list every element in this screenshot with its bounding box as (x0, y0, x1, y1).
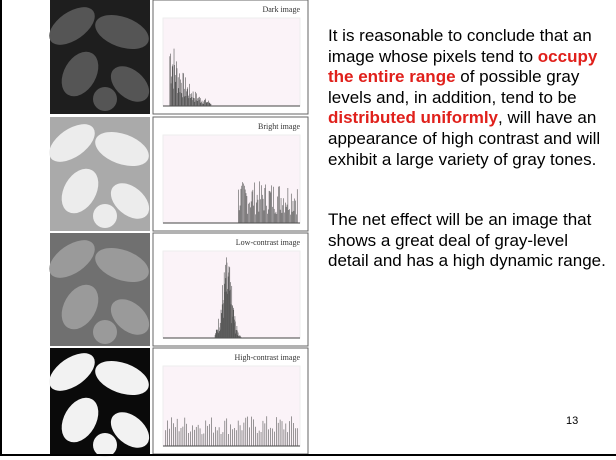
frame (0, 0, 2, 455)
frame (0, 454, 616, 456)
slide: Dark image Bright image Low-contrast image… (0, 0, 616, 460)
paragraph: It is reasonable to conclude that an ima… (328, 26, 612, 170)
page-number: 13 (566, 415, 578, 427)
photo-dark (43, 0, 156, 114)
paragraph: The net effect will be an image that sho… (328, 210, 612, 272)
text-run: The net effect will be an image that sho… (328, 210, 606, 270)
histogram-area (163, 366, 300, 446)
histogram-label: Bright image (258, 122, 300, 131)
histogram-label: Dark image (262, 5, 300, 14)
emphasis: distributed uniformly (328, 108, 498, 127)
photo-high-contrast (43, 346, 156, 457)
histogram-label: Low-contrast image (236, 238, 301, 247)
photo-low-contrast (43, 233, 156, 346)
body-text: It is reasonable to conclude that an ima… (328, 26, 612, 312)
photo-bright (43, 117, 156, 231)
histogram-label: High-contrast image (234, 353, 300, 362)
